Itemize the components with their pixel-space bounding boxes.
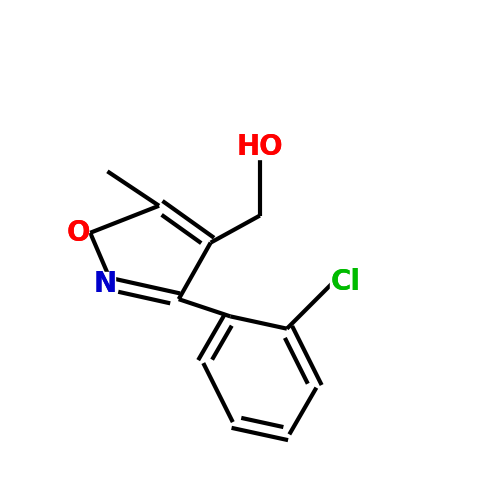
Text: HO: HO	[236, 132, 283, 161]
Bar	[68, 220, 88, 245]
Text: HO: HO	[236, 132, 283, 161]
Bar	[95, 272, 115, 296]
Text: N: N	[94, 270, 116, 298]
Text: Cl: Cl	[331, 268, 361, 296]
Bar	[330, 270, 362, 294]
Bar	[244, 134, 276, 159]
Text: N: N	[94, 270, 116, 298]
Text: Cl: Cl	[331, 268, 361, 296]
Text: O: O	[66, 219, 90, 247]
Text: O: O	[66, 219, 90, 247]
